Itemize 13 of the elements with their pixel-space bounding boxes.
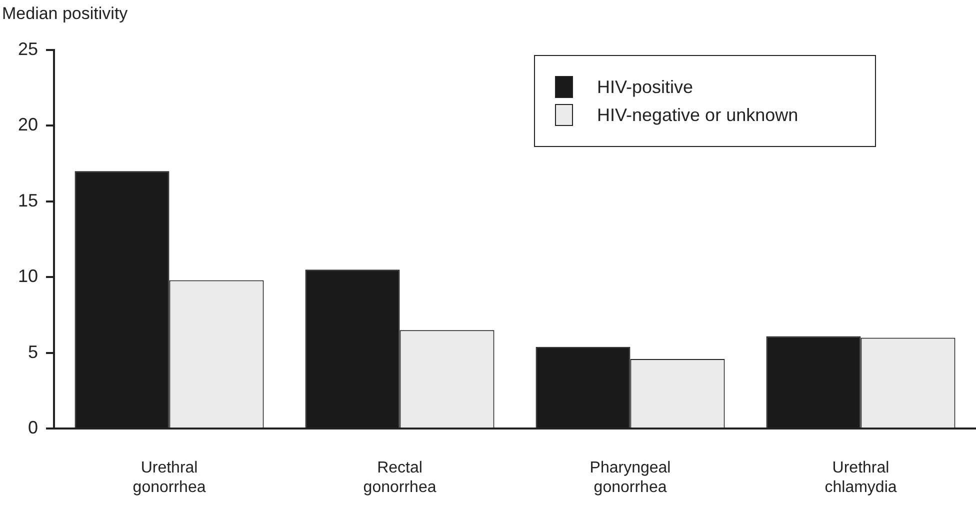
y-tick-label: 5 [28, 342, 38, 362]
legend-label: HIV-negative or unknown [597, 104, 798, 126]
legend-label: HIV-positive [597, 76, 694, 98]
x-tick-label: Pharyngeal gonorrhea [590, 460, 671, 496]
x-tick-label: Rectal gonorrhea [363, 460, 436, 496]
y-tick-label: 25 [18, 38, 38, 59]
x-tick-label: Urethral gonorrhea [132, 460, 206, 496]
y-tick-label: 0 [28, 418, 38, 438]
x-tick-label: Urethral chlamydia [824, 460, 897, 496]
y-tick-label: 10 [18, 266, 38, 286]
y-tick-label: 20 [18, 114, 38, 135]
y-tick-label: 15 [18, 190, 38, 210]
y-axis-title: Median positivity [2, 4, 128, 24]
